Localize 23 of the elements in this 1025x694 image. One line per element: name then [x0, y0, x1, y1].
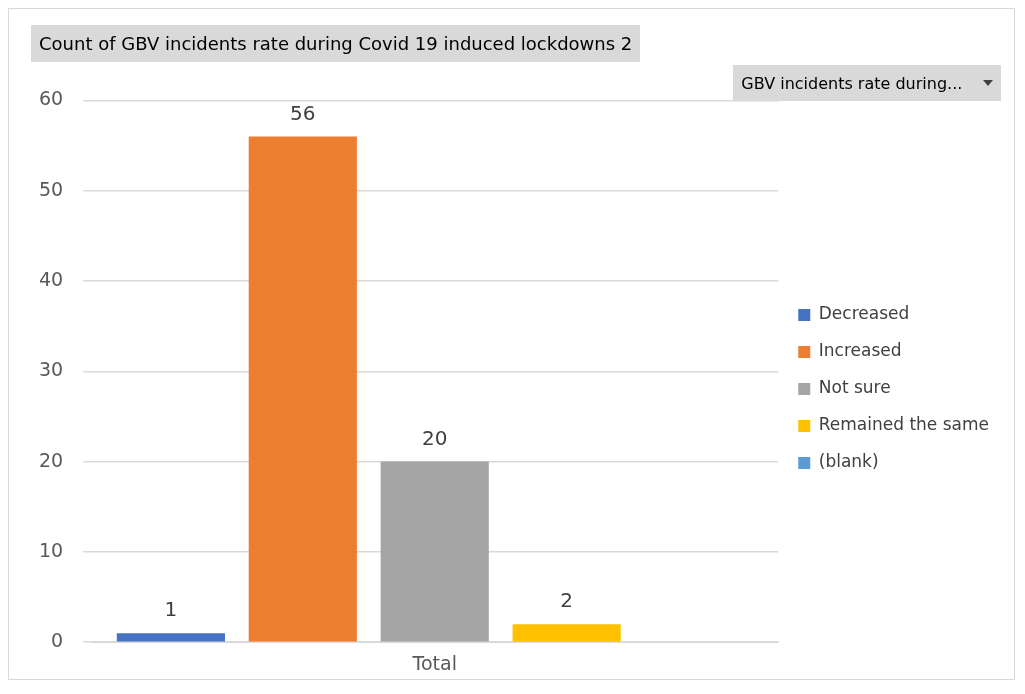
- data-label: 20: [422, 425, 448, 450]
- y-tick-label: 50: [38, 177, 64, 200]
- y-tick-label: 10: [38, 538, 64, 561]
- bar: [116, 633, 225, 642]
- bar: [512, 624, 621, 642]
- bar: [248, 136, 357, 642]
- y-tick-label: 60: [38, 87, 64, 110]
- data-label: 1: [164, 597, 178, 622]
- data-label: 2: [560, 588, 574, 613]
- legend-label: Increased: [818, 340, 902, 361]
- y-tick-label: 0: [51, 629, 64, 652]
- legend-title: GBV incidents rate during...: [741, 73, 963, 93]
- y-tick-label: 20: [38, 448, 64, 471]
- data-label: 56: [290, 100, 316, 125]
- y-tick-label: 30: [38, 358, 64, 381]
- y-tick-label: 40: [38, 267, 64, 290]
- legend-label: (blank): [818, 451, 879, 472]
- x-tick-label: Total: [411, 651, 457, 674]
- legend-label: Remained the same: [818, 414, 989, 435]
- legend-label: Not sure: [818, 377, 891, 398]
- legend-label: Decreased: [818, 303, 910, 324]
- bar: [380, 461, 489, 642]
- chart-title: Count of GBV incidents rate during Covid 19 induced lockdowns 2: [31, 25, 641, 62]
